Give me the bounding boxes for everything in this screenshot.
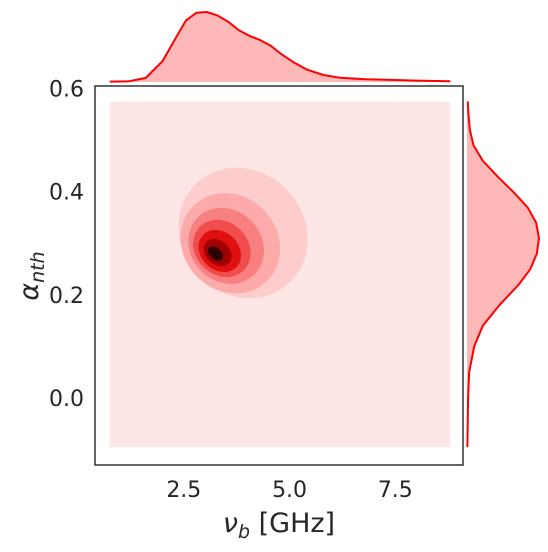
kde-contours xyxy=(178,167,308,299)
marginal-x-density xyxy=(109,10,451,83)
marginal-y-line xyxy=(466,101,541,447)
x-tick-label: 5.0 xyxy=(272,478,307,503)
marginal-y-fill xyxy=(467,101,539,447)
y-tick-label: 0.2 xyxy=(49,284,84,309)
x-axis-ticks: 2.5 5.0 7.5 xyxy=(166,478,412,503)
y-axis-ticks: 0.0 0.2 0.4 0.6 xyxy=(49,78,84,412)
y-tick-label: 0.0 xyxy=(49,387,84,412)
x-axis-label: νb [GHz] xyxy=(223,508,335,543)
y-tick-label: 0.4 xyxy=(49,181,84,206)
axes-frame xyxy=(94,85,464,466)
kde-plot-area xyxy=(94,85,464,466)
y-axis-label: αnth xyxy=(14,251,49,300)
y-tick-label: 0.6 xyxy=(49,78,84,103)
marginal-x-line xyxy=(109,10,451,83)
kde-contour-level-7 xyxy=(208,246,224,261)
x-label-unit: [GHz] xyxy=(250,508,335,539)
y-label-subscript: nth xyxy=(27,251,49,283)
x-tick-label: 7.5 xyxy=(378,478,413,503)
x-label-symbol: ν xyxy=(223,508,238,539)
x-tick-label: 2.5 xyxy=(166,478,201,503)
marginal-x-fill xyxy=(109,12,451,82)
marginal-y-density xyxy=(466,101,541,447)
y-label-symbol: α xyxy=(14,283,45,301)
x-label-subscript: b xyxy=(238,521,250,543)
